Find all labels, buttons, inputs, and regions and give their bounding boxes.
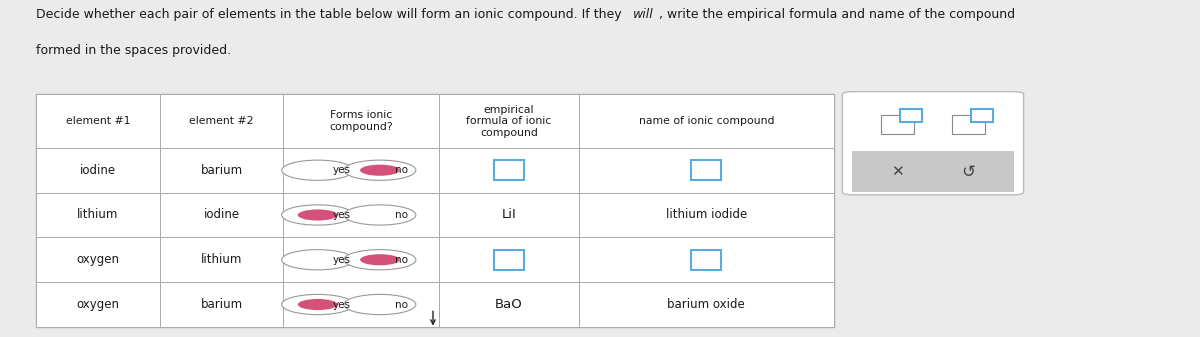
- Text: yes: yes: [334, 255, 352, 265]
- Text: barium: barium: [200, 164, 242, 177]
- Text: lithium iodide: lithium iodide: [666, 209, 746, 221]
- Ellipse shape: [282, 205, 354, 225]
- Ellipse shape: [298, 299, 337, 310]
- Text: Decide whether each pair of elements in the table below will form an ionic compo: Decide whether each pair of elements in …: [36, 8, 625, 22]
- Text: iodine: iodine: [204, 209, 240, 221]
- Ellipse shape: [344, 205, 416, 225]
- Text: barium oxide: barium oxide: [667, 298, 745, 311]
- Bar: [439, 193, 578, 237]
- Text: ↺: ↺: [961, 162, 976, 181]
- Bar: [283, 282, 439, 327]
- Bar: [160, 148, 283, 193]
- Ellipse shape: [360, 165, 400, 176]
- Ellipse shape: [298, 209, 337, 220]
- Bar: [36, 282, 160, 327]
- Bar: [439, 237, 578, 282]
- Bar: [283, 237, 439, 282]
- Text: element #2: element #2: [190, 116, 253, 126]
- Bar: [881, 115, 914, 134]
- Text: no: no: [396, 300, 408, 309]
- Bar: [691, 160, 721, 180]
- Text: barium: barium: [200, 298, 242, 311]
- Text: name of ionic compound: name of ionic compound: [638, 116, 774, 126]
- Text: ✕: ✕: [890, 164, 904, 179]
- Text: yes: yes: [334, 165, 352, 175]
- Bar: [283, 94, 439, 148]
- Bar: [578, 237, 834, 282]
- Ellipse shape: [282, 295, 354, 315]
- Bar: [283, 148, 439, 193]
- Bar: [439, 282, 578, 327]
- Bar: [160, 193, 283, 237]
- Bar: [852, 151, 1014, 192]
- Text: yes: yes: [334, 300, 352, 309]
- Text: formed in the spaces provided.: formed in the spaces provided.: [36, 44, 232, 57]
- Bar: [160, 237, 283, 282]
- Bar: [900, 109, 922, 122]
- Text: no: no: [396, 165, 408, 175]
- Bar: [952, 115, 985, 134]
- Ellipse shape: [282, 250, 354, 270]
- Bar: [283, 193, 439, 237]
- Ellipse shape: [344, 160, 416, 180]
- Bar: [160, 282, 283, 327]
- Bar: [160, 94, 283, 148]
- Ellipse shape: [282, 160, 354, 180]
- Text: iodine: iodine: [79, 164, 116, 177]
- Bar: [494, 160, 524, 180]
- Text: empirical
formula of ionic
compound: empirical formula of ionic compound: [466, 104, 552, 138]
- Bar: [494, 250, 524, 270]
- Text: oxygen: oxygen: [77, 298, 119, 311]
- Text: yes: yes: [334, 210, 352, 220]
- Text: Forms ionic
compound?: Forms ionic compound?: [329, 110, 392, 132]
- Text: lithium: lithium: [200, 253, 242, 266]
- Ellipse shape: [360, 254, 400, 265]
- Bar: [578, 282, 834, 327]
- Bar: [36, 94, 834, 327]
- Bar: [36, 94, 160, 148]
- Bar: [578, 148, 834, 193]
- Ellipse shape: [344, 250, 416, 270]
- Ellipse shape: [344, 295, 416, 315]
- Text: lithium: lithium: [77, 209, 119, 221]
- Text: oxygen: oxygen: [77, 253, 119, 266]
- Bar: [578, 193, 834, 237]
- Bar: [439, 148, 578, 193]
- FancyBboxPatch shape: [842, 92, 1024, 195]
- Bar: [439, 94, 578, 148]
- Text: BaO: BaO: [494, 298, 523, 311]
- Bar: [36, 237, 160, 282]
- Text: no: no: [396, 255, 408, 265]
- Text: no: no: [396, 210, 408, 220]
- Bar: [691, 250, 721, 270]
- Text: LiI: LiI: [502, 209, 516, 221]
- Bar: [971, 109, 992, 122]
- Text: , write the empirical formula and name of the compound: , write the empirical formula and name o…: [659, 8, 1015, 22]
- Text: will: will: [634, 8, 654, 22]
- Bar: [36, 148, 160, 193]
- Bar: [36, 193, 160, 237]
- Bar: [578, 94, 834, 148]
- Text: element #1: element #1: [66, 116, 130, 126]
